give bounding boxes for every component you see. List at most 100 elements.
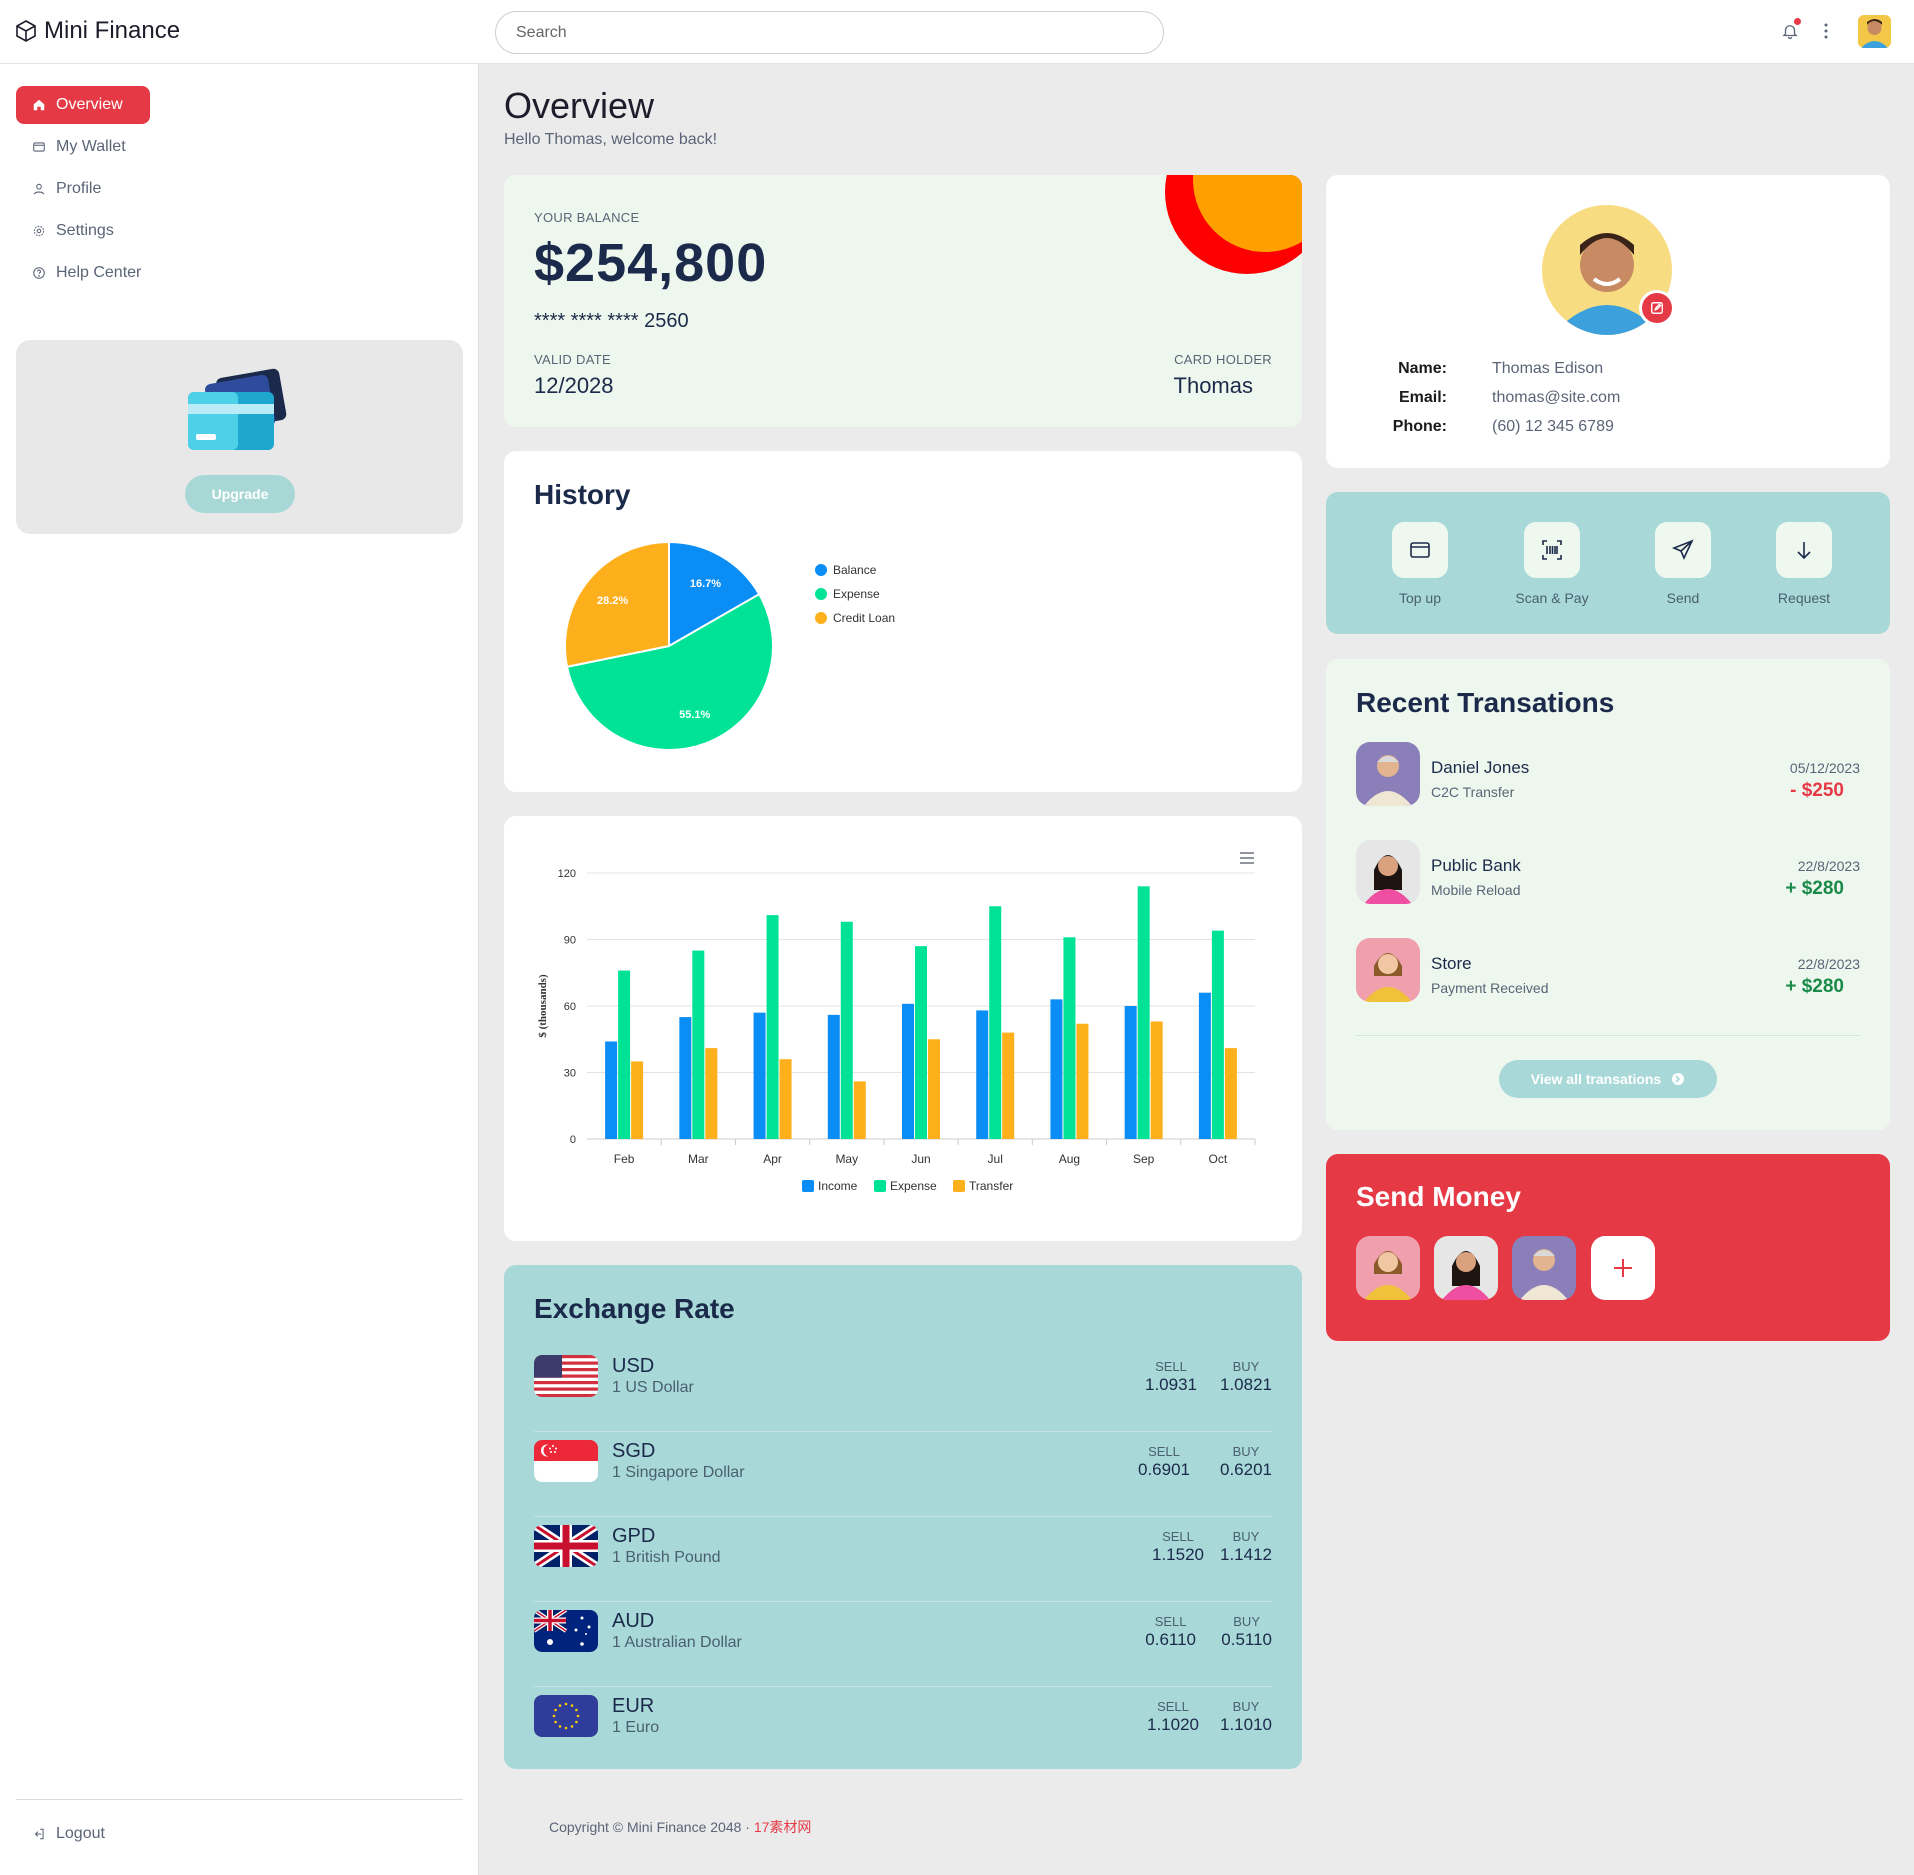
legend-item[interactable]: Balance (815, 558, 895, 582)
send-icon (1671, 539, 1694, 560)
buy-rate: BUY 0.6201 (1220, 1444, 1272, 1479)
transaction-row[interactable]: Daniel Jones C2C Transfer 05/12/2023 - $… (1356, 742, 1860, 808)
balance-amount: $254,800 (534, 233, 768, 293)
currency-name: 1 Australian Dollar (612, 1634, 742, 1651)
valid-date-value: 12/2028 (534, 373, 614, 398)
legend-item[interactable]: Expense (815, 582, 895, 606)
exchange-row-sgd[interactable]: SGD 1 Singapore Dollar SELL 0.6901 BUY 0.6… (534, 1432, 1272, 1517)
send-action[interactable]: Send (1628, 522, 1738, 606)
sidebar-item-overview[interactable]: Overview (16, 86, 150, 124)
name-value: Thomas Edison (1492, 360, 1604, 377)
exchange-row-gpd[interactable]: GPD 1 British Pound SELL 1.1520 BUY 1.1412 (534, 1517, 1272, 1602)
bar-transfer-aug (1076, 1023, 1089, 1139)
profile-card: Name: Thomas Edison Email: thomas@site.c… (1326, 175, 1890, 468)
email-value[interactable]: thomas@site.com (1492, 389, 1621, 406)
transaction-row[interactable]: Public Bank Mobile Reload 22/8/2023 + $2… (1356, 840, 1860, 906)
sidebar-item-help-center[interactable]: Help Center (16, 254, 150, 292)
sell-rate: SELL 0.6901 (1138, 1444, 1190, 1479)
buy-rate: BUY 1.0821 (1220, 1359, 1272, 1394)
sg-flag-icon (534, 1440, 598, 1482)
bell-icon (1782, 25, 1798, 40)
send-button[interactable] (1655, 522, 1711, 578)
exchange-title: Exchange Rate (534, 1293, 735, 1324)
sidebar-item-profile[interactable]: Profile (16, 170, 150, 208)
upgrade-button[interactable]: Upgrade (185, 475, 295, 513)
x-tick-label: May (835, 1152, 858, 1166)
more-options-button[interactable] (1814, 18, 1838, 44)
sell-rate: SELL 0.6110 (1145, 1614, 1196, 1649)
card-decoration-circles (1165, 175, 1302, 274)
bar-transfer-sep (1150, 1021, 1163, 1139)
sidebar-item-settings[interactable]: Settings (16, 212, 150, 250)
request-button[interactable] (1776, 522, 1832, 578)
sidebar-item-label: Overview (56, 96, 123, 113)
view-all-label: View all transations (1530, 1071, 1662, 1087)
x-tick-label: Mar (688, 1152, 709, 1166)
search-input[interactable] (495, 11, 1164, 54)
bar-expense-aug (1063, 937, 1076, 1139)
currency-name: 1 British Pound (612, 1549, 721, 1566)
edit-avatar-button[interactable] (1639, 290, 1675, 326)
legend-marker (802, 1180, 814, 1192)
bar-income-may (827, 1014, 840, 1139)
y-tick-label: 90 (564, 935, 576, 947)
page-subtitle: Hello Thomas, welcome back! (504, 131, 718, 148)
contact-avatar[interactable] (1512, 1236, 1576, 1300)
transaction-desc: Mobile Reload (1431, 882, 1521, 898)
recent-title: Recent Transations (1356, 687, 1615, 718)
brand[interactable]: Mini Finance (14, 17, 180, 45)
contact-avatar[interactable] (1434, 1236, 1498, 1300)
avatar (1356, 742, 1420, 806)
transaction-name: Store (1431, 954, 1472, 973)
sidebar-nav: Overview My Wallet Profile Settings Help… (16, 86, 150, 296)
transaction-row[interactable]: Store Payment Received 22/8/2023 + $280 (1356, 938, 1860, 1004)
kebab-menu-icon (1824, 23, 1828, 39)
buy-rate: BUY 1.1412 (1220, 1529, 1272, 1564)
top-up-button[interactable] (1392, 522, 1448, 578)
y-axis-label: $ (thousands) (537, 974, 549, 1038)
contact-avatar[interactable] (1356, 1236, 1420, 1300)
chart-menu-icon[interactable] (1239, 851, 1255, 865)
exchange-row-eur[interactable]: EUR 1 Euro SELL 1.1020 BUY 1.1010 (534, 1687, 1272, 1769)
history-title: History (534, 479, 631, 510)
bar-expense-may (840, 921, 853, 1139)
exchange-rate-card: Exchange Rate USD 1 US Dollar SELL 1.0931… (504, 1265, 1302, 1769)
x-tick-label: Oct (1209, 1152, 1228, 1166)
logout-label: Logout (56, 1825, 105, 1842)
request-action[interactable]: Request (1749, 522, 1859, 606)
footer-link[interactable]: 17素材网 (753, 1819, 812, 1835)
user-avatar[interactable] (1858, 15, 1891, 48)
avatar (1356, 840, 1420, 904)
view-all-transactions-button[interactable]: View all transations (1499, 1060, 1717, 1098)
exchange-row-aud[interactable]: AUD 1 Australian Dollar SELL 0.6110 BUY 0.… (534, 1602, 1272, 1687)
exchange-row-usd[interactable]: USD 1 US Dollar SELL 1.0931 BUY 1.0821 (534, 1347, 1272, 1432)
add-contact-button[interactable] (1591, 1236, 1655, 1300)
pie-slice-balance (668, 540, 761, 648)
phone-value: (60) 12 345 6789 (1492, 418, 1614, 435)
legend-marker (815, 588, 827, 600)
currency-name: 1 Euro (612, 1719, 660, 1736)
scan-pay-button[interactable] (1524, 522, 1580, 578)
scan-pay-action[interactable]: Scan & Pay (1497, 522, 1607, 606)
logout-button[interactable]: Logout (32, 1825, 105, 1843)
name-label: Name: (1398, 360, 1447, 377)
transaction-amount: + $280 (1785, 878, 1844, 899)
brand-name: Mini Finance (44, 17, 181, 44)
home-icon (33, 99, 45, 111)
legend-label: Credit Loan (833, 611, 896, 625)
legend-item[interactable]: Credit Loan (815, 606, 895, 630)
monthly-bar-chart: 0 30 60 90 120 $ (thousands) Feb Mar Apr May Jun Ju… (537, 868, 1256, 1193)
bar-income-jun (902, 1003, 914, 1139)
bar-expense-mar (692, 950, 705, 1139)
currency-code: SGD (612, 1440, 656, 1462)
buy-rate: BUY 0.5110 (1221, 1614, 1272, 1649)
transaction-date: 05/12/2023 (1789, 760, 1860, 776)
buy-rate: BUY 1.1010 (1220, 1699, 1272, 1734)
divider (1356, 1035, 1860, 1036)
sidebar-item-my-wallet[interactable]: My Wallet (16, 128, 150, 166)
send-money-title: Send Money (1356, 1181, 1521, 1212)
top-up-action[interactable]: Top up (1365, 522, 1475, 606)
page-title: Overview (504, 85, 655, 126)
sidebar-item-label: Settings (56, 222, 114, 239)
notification-button[interactable] (1778, 18, 1802, 44)
